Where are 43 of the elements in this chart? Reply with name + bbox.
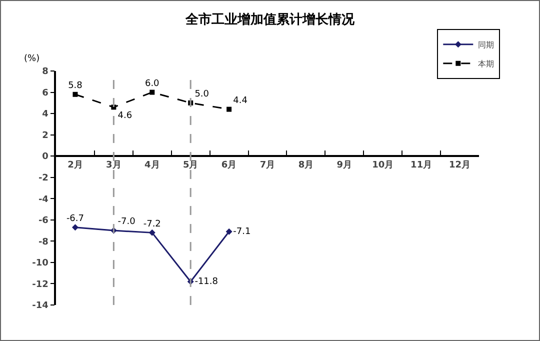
data-label: 4.4 — [233, 96, 248, 106]
y-axis-title: (%) — [24, 54, 40, 64]
x-tick-label: 8月 — [298, 160, 314, 171]
data-label: 5.0 — [194, 90, 210, 100]
y-tick-label: -4 — [38, 194, 48, 205]
x-tick-label: 12月 — [449, 160, 471, 171]
y-tick-label: -14 — [32, 301, 48, 312]
legend-label: 本期 — [478, 60, 494, 68]
data-label: -11.8 — [194, 276, 218, 287]
y-tick-label: -12 — [32, 280, 48, 290]
y-tick-label: -6 — [38, 216, 48, 226]
x-tick-label: 7月 — [260, 160, 276, 171]
y-tick-label: 2 — [42, 130, 48, 141]
data-label: -7.0 — [118, 217, 136, 228]
data-label: -7.1 — [233, 226, 251, 237]
data-label: -7.2 — [143, 219, 161, 230]
y-tick-label: -2 — [38, 174, 48, 184]
point — [150, 90, 155, 95]
point — [72, 224, 78, 231]
x-tick-label: 9月 — [336, 160, 352, 171]
x-tick-label: 10月 — [372, 160, 394, 171]
x-tick-label: 4月 — [144, 160, 160, 171]
y-tick-label: 0 — [42, 152, 48, 162]
x-tick-label: 5月 — [182, 160, 198, 171]
x-tick-label: 11月 — [410, 160, 432, 171]
y-tick-label: 4 — [42, 110, 48, 120]
y-tick-label: -10 — [32, 258, 48, 269]
x-tick-label: 2月 — [68, 160, 83, 171]
point — [148, 229, 156, 236]
x-tick-label: 6月 — [221, 160, 237, 171]
point — [226, 106, 232, 112]
data-label: -6.7 — [66, 214, 84, 224]
data-label: 5.8 — [68, 81, 83, 92]
legend-label: 同期 — [478, 40, 494, 50]
x-tick-label: 3月 — [106, 160, 122, 171]
data-label: 4.6 — [118, 111, 132, 122]
y-tick-label: 8 — [42, 67, 48, 78]
point — [72, 92, 78, 97]
y-tick-label: -8 — [38, 237, 48, 248]
data-label: 6.0 — [144, 78, 160, 89]
y-tick-label: 6 — [42, 88, 48, 98]
point — [226, 228, 232, 235]
chart-title: 全市工业增加值累计增长情况 — [184, 12, 356, 28]
